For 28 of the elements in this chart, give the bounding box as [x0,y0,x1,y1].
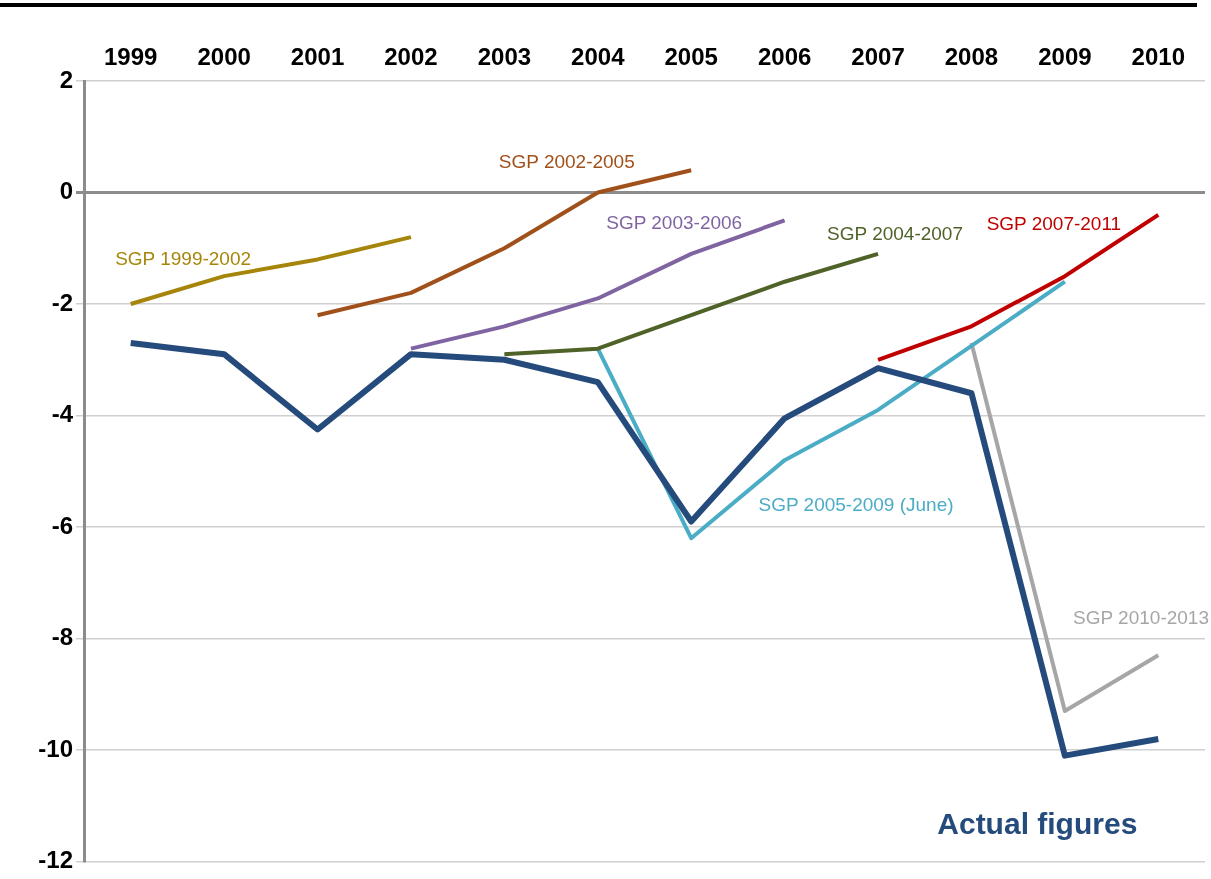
y-tick-label: 2 [59,65,73,93]
y-tick-label: -12 [38,846,73,874]
x-tick-label: 2007 [851,43,905,71]
series-label: SGP 1999-2002 [115,248,252,270]
series-label: SGP 2004-2007 [827,223,964,245]
x-tick-label: 2000 [197,43,251,71]
y-tick-label: -6 [51,511,73,539]
series-label: SGP 2010-2013 [1073,606,1209,628]
text: Actual figures [937,807,1138,841]
y-tick-label: -2 [51,288,73,316]
x-tick-label: 2005 [664,43,718,71]
x-tick-label: 2010 [1131,43,1185,71]
y-tick-label: -10 [38,734,73,762]
series-label: SGP 2003-2006 [606,212,743,234]
series-label: SGP 2005-2009 (June) [758,494,954,516]
series-label: SGP 2007-2011 [986,213,1122,235]
y-tick-label: -4 [51,400,74,428]
x-tick-label: 2006 [757,43,812,71]
x-tick-label: 1999 [104,43,158,71]
x-tick-label: 2002 [384,43,438,71]
x-tick-label: 2004 [571,43,626,71]
x-tick-label: 2008 [944,43,999,71]
y-tick-label: 0 [59,177,73,205]
y-tick-label: -8 [51,623,73,651]
x-tick-label: 2009 [1038,43,1092,71]
series-label: SGP 2002-2005 [498,150,635,172]
x-tick-label: 2003 [477,43,532,71]
x-tick-label: 2001 [290,43,345,71]
